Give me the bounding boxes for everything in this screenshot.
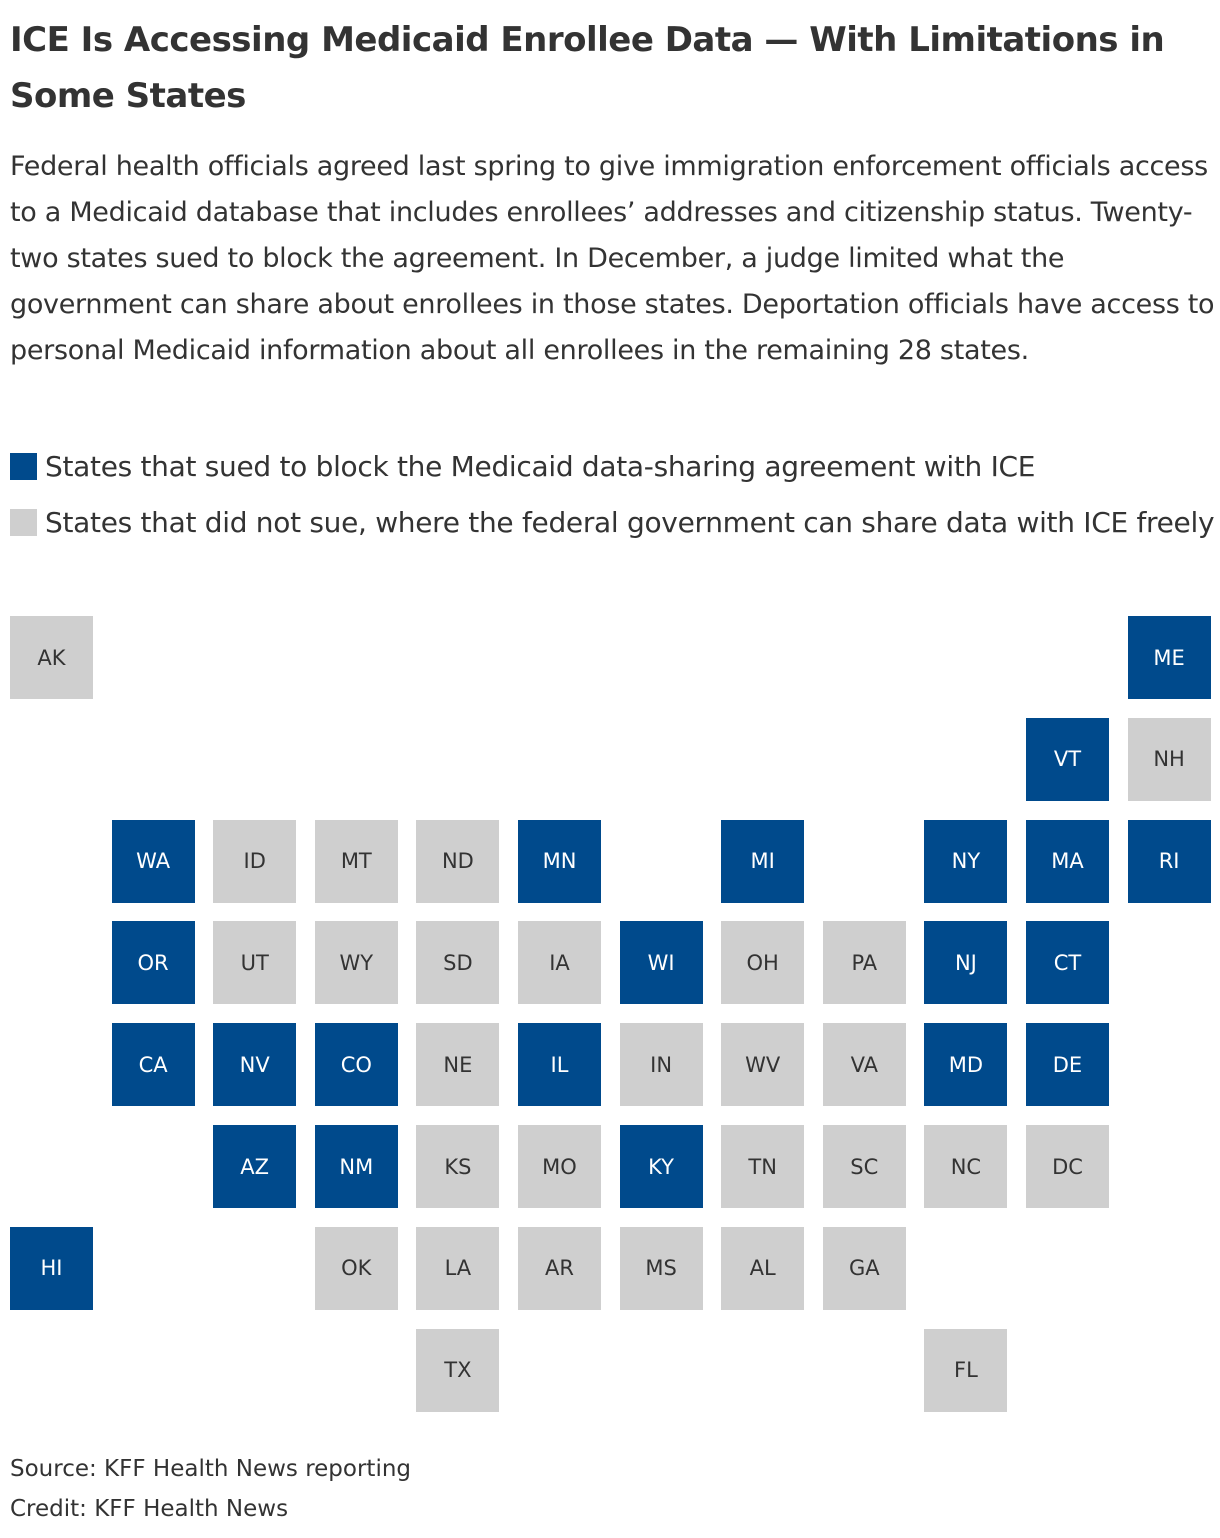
state-tile: NJ	[924, 921, 1008, 1005]
state-tile: NV	[213, 1023, 297, 1107]
state-tile: IN	[619, 1023, 703, 1107]
state-tile: ID	[213, 819, 297, 903]
legend-item: States that sued to block the Medicaid d…	[10, 442, 1215, 492]
state-tile: PA	[822, 921, 906, 1005]
state-tile: AL	[721, 1226, 805, 1310]
legend-swatch	[10, 509, 37, 536]
state-tile: MT	[314, 819, 398, 903]
legend: States that sued to block the Medicaid d…	[10, 442, 1215, 554]
state-tile: LA	[416, 1226, 500, 1310]
title: ICE Is Accessing Medicaid Enrollee Data …	[10, 20, 1165, 116]
state-tile: AK	[10, 616, 93, 699]
state-tile: AR	[518, 1226, 601, 1310]
state-tile: ND	[416, 819, 500, 903]
state-tile: TX	[416, 1328, 500, 1412]
state-tile: MA	[1026, 819, 1109, 903]
state-tile: KY	[619, 1125, 703, 1208]
state-tile: OR	[111, 921, 195, 1005]
state-tile: OH	[721, 921, 805, 1005]
state-tile: NH	[1127, 717, 1211, 801]
state-tile: WV	[721, 1023, 805, 1107]
legend-label: States that sued to block the Medicaid d…	[45, 450, 1036, 483]
state-tile: WI	[619, 921, 703, 1005]
state-tile: MO	[518, 1125, 601, 1208]
source: Source: KFF Health News reporting	[10, 1456, 412, 1482]
state-tile: NE	[416, 1023, 500, 1107]
state-tile: IA	[518, 921, 601, 1005]
state-tile: CO	[314, 1023, 398, 1107]
state-tile: ME	[1127, 616, 1211, 699]
state-tile: NM	[314, 1125, 398, 1208]
state-tile: GA	[822, 1226, 906, 1310]
state-tile: CA	[111, 1023, 195, 1107]
state-tile: MN	[518, 819, 601, 903]
description: Federal health officials agreed last spr…	[10, 151, 1215, 366]
state-tile: FL	[924, 1328, 1008, 1412]
state-tile: IL	[518, 1023, 601, 1107]
state-tile: RI	[1127, 819, 1211, 903]
state-tile: MI	[721, 819, 805, 903]
state-tile: MD	[924, 1023, 1008, 1107]
legend-label: States that did not sue, where the feder…	[45, 506, 1215, 539]
state-tile: WY	[314, 921, 398, 1005]
state-tile: UT	[213, 921, 297, 1005]
state-tile: SC	[822, 1125, 906, 1208]
state-tile: DE	[1026, 1023, 1109, 1107]
state-tile: TN	[721, 1125, 805, 1208]
credit: Credit: KFF Health News	[10, 1496, 289, 1522]
state-tile: NC	[924, 1125, 1008, 1208]
state-tile: CT	[1026, 921, 1109, 1005]
state-tile: KS	[416, 1125, 500, 1208]
state-tile: VA	[822, 1023, 906, 1107]
legend-swatch	[10, 453, 37, 480]
state-tile: NY	[924, 819, 1008, 903]
state-tile: AZ	[213, 1125, 297, 1208]
state-tile: DC	[1026, 1125, 1109, 1208]
legend-item: States that did not sue, where the feder…	[10, 498, 1215, 548]
state-tile: WA	[111, 819, 195, 903]
state-tile: HI	[10, 1226, 93, 1310]
state-tile: OK	[314, 1226, 398, 1310]
state-tile: MS	[619, 1226, 703, 1310]
state-tile: SD	[416, 921, 500, 1005]
state-tile: VT	[1026, 717, 1109, 801]
